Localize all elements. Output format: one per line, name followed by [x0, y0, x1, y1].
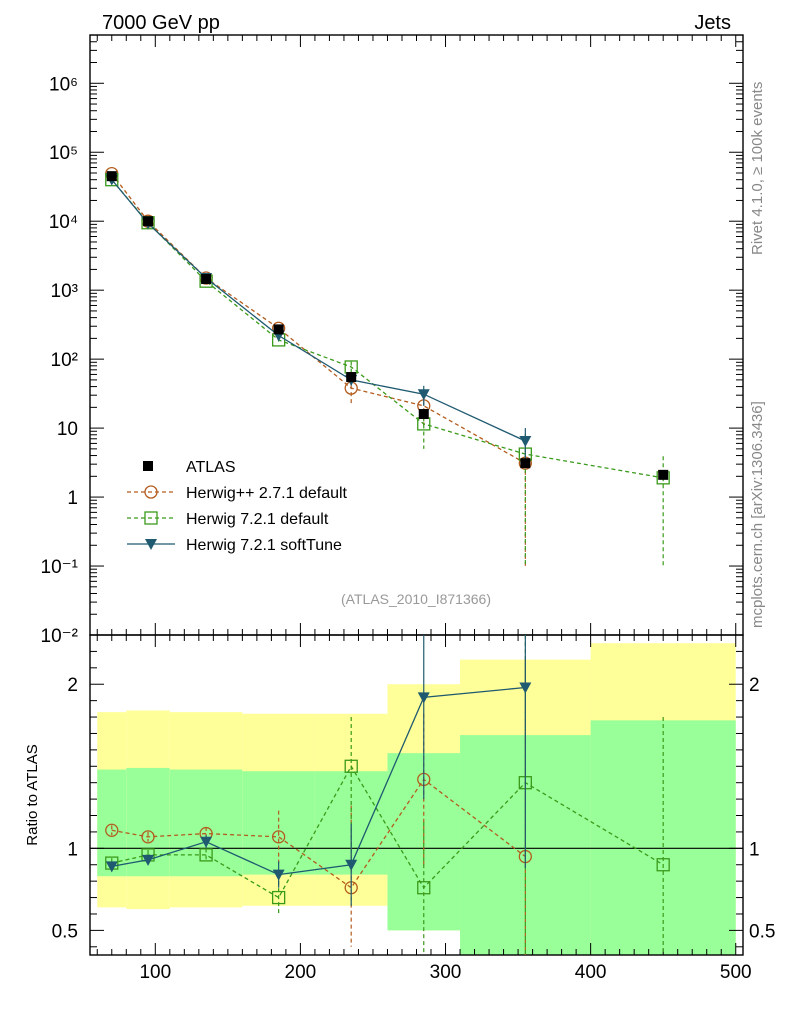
x-tick-label: 100	[139, 962, 171, 983]
ratio-point-1	[271, 890, 286, 905]
ratio-point-0	[141, 830, 155, 844]
y-tick-label: 10⁵	[49, 143, 78, 164]
y-tick-label: 10⁶	[49, 74, 78, 95]
ratio-y-tick-label-right: 0.5	[749, 921, 775, 942]
data-point	[346, 372, 357, 383]
ratio-point-2	[200, 836, 213, 848]
x-tick-label: 500	[720, 962, 752, 983]
y-tick-label: 10²	[51, 350, 78, 371]
ratio-point-1	[199, 848, 213, 862]
y-tick-label: 10⁻¹	[41, 557, 79, 578]
side-text-mcplots: mcplots.cern.ch [arXiv:1306.3436]	[749, 401, 766, 628]
legend-marker-2	[145, 539, 157, 550]
legend: ATLAS Herwig++ 2.7.1 default Herwig 7.2.1 …	[127, 459, 348, 554]
band-green-3	[242, 771, 315, 875]
ratio-y-tick-label-right: 2	[749, 675, 760, 696]
data-point	[273, 324, 284, 335]
ratio-point-1	[417, 881, 431, 895]
ratio-y-tick-label-left: 2	[67, 675, 78, 696]
data-point	[106, 171, 117, 182]
ratio-point-0	[271, 830, 286, 844]
ratio-y-tick-label-right: 1	[749, 839, 760, 860]
x-tick-label: 400	[575, 962, 607, 983]
data-point	[658, 469, 669, 480]
y-tick-label: 10⁻²	[41, 626, 79, 647]
ratio-point-2	[105, 861, 118, 873]
legend-label-2: Herwig 7.2.1 softTune	[186, 537, 342, 554]
analysis-tag: (ATLAS_2010_I871366)	[341, 591, 491, 607]
ratio-line-1	[111, 764, 664, 899]
ratio-panel: 100 200 300 400 500 0.5 0.5 1 1 2 2	[52, 634, 775, 983]
data-point	[201, 274, 212, 285]
ratio-point-2	[142, 854, 155, 866]
ratio-point-2	[519, 682, 532, 694]
main-panel: 10⁻² 10⁻¹ 1 10 10² 10³ 10⁴ 10⁵ 10⁶	[41, 34, 744, 647]
x-tick-label: 300	[430, 962, 462, 983]
series-line-0	[111, 173, 526, 464]
ratio-y-tick-label-left: 1	[67, 839, 78, 860]
ratio-point-0	[105, 823, 119, 837]
ratio-point-2	[272, 869, 285, 881]
data-point	[143, 216, 154, 227]
data-point	[520, 458, 531, 469]
y-tick-label: 10⁴	[49, 212, 78, 233]
y-tick-label: 1	[67, 488, 78, 509]
legend-label-0: Herwig++ 2.7.1 default	[186, 485, 348, 502]
ratio-ylabel: Ratio to ATLAS	[24, 744, 41, 845]
legend-label-1: Herwig 7.2.1 default	[186, 511, 329, 528]
chart-title-left: 7000 GeV pp	[102, 12, 220, 34]
ratio-point-2	[345, 859, 358, 871]
ratio-point-1	[344, 759, 358, 773]
legend-marker-1	[144, 511, 158, 525]
series-point-2	[519, 436, 532, 448]
series-line-1	[111, 179, 664, 479]
legend-marker-data	[143, 461, 153, 471]
side-text-rivet: Rivet 4.1.0, ≥ 100k events	[749, 82, 766, 255]
series-line-2	[111, 179, 526, 442]
ratio-point-1	[656, 858, 670, 872]
y-tick-label: 10³	[51, 281, 78, 302]
x-tick-label: 200	[285, 962, 317, 983]
chart-title-right: Jets	[694, 12, 731, 34]
y-tick-label: 10	[57, 419, 78, 440]
series-point-2	[417, 389, 430, 401]
data-point	[418, 409, 429, 420]
ratio-y-tick-label-left: 0.5	[52, 921, 78, 942]
legend-label-data: ATLAS	[186, 459, 236, 476]
ratio-point-2	[417, 692, 430, 704]
band-green-2	[169, 769, 243, 877]
legend-marker-0	[144, 485, 158, 499]
